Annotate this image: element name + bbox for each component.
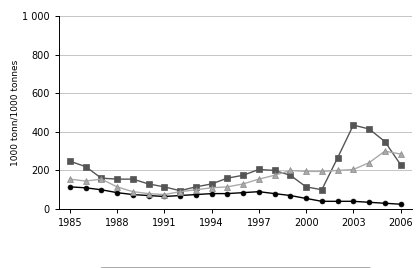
Sei/Saithe [335, 169, 340, 172]
Sei/Saithe [398, 152, 403, 156]
Sei/Saithe [382, 150, 387, 153]
Sei/Saithe [193, 188, 198, 191]
Sei/Saithe [209, 186, 214, 189]
Sei/Saithe [146, 192, 151, 195]
Sei/Saithe [304, 170, 309, 173]
Hyse/Haddock [272, 169, 277, 172]
Sei/Saithe [83, 180, 88, 183]
Torsk/Atlantic cod [83, 186, 88, 189]
Sei/Saithe [115, 185, 120, 188]
Torsk/Atlantic cod [351, 200, 356, 203]
Hyse/Haddock [209, 182, 214, 185]
Sei/Saithe [351, 168, 356, 171]
Hyse/Haddock [130, 177, 135, 181]
Sei/Saithe [367, 161, 372, 164]
Line: Sei/Saithe: Sei/Saithe [67, 148, 403, 197]
Hyse/Haddock [241, 174, 246, 177]
Torsk/Atlantic cod [209, 192, 214, 195]
Sei/Saithe [178, 190, 183, 193]
Line: Torsk/Atlantic cod: Torsk/Atlantic cod [67, 184, 403, 207]
Hyse/Haddock [83, 165, 88, 168]
Torsk/Atlantic cod [99, 188, 104, 191]
Hyse/Haddock [99, 177, 104, 180]
Torsk/Atlantic cod [335, 200, 340, 203]
Sei/Saithe [241, 182, 246, 185]
Hyse/Haddock [319, 188, 324, 191]
Torsk/Atlantic cod [398, 203, 403, 206]
Torsk/Atlantic cod [288, 194, 293, 197]
Hyse/Haddock [304, 185, 309, 188]
Torsk/Atlantic cod [115, 191, 120, 194]
Torsk/Atlantic cod [67, 185, 72, 188]
Torsk/Atlantic cod [178, 194, 183, 197]
Hyse/Haddock [67, 159, 72, 163]
Torsk/Atlantic cod [367, 201, 372, 204]
Hyse/Haddock [162, 185, 167, 188]
Torsk/Atlantic cod [162, 195, 167, 198]
Sei/Saithe [130, 190, 135, 193]
Sei/Saithe [288, 169, 293, 172]
Hyse/Haddock [351, 124, 356, 127]
Sei/Saithe [162, 193, 167, 196]
Torsk/Atlantic cod [241, 191, 246, 194]
Hyse/Haddock [335, 156, 340, 159]
Sei/Saithe [225, 185, 230, 188]
Hyse/Haddock [225, 177, 230, 180]
Hyse/Haddock [178, 189, 183, 192]
Hyse/Haddock [398, 163, 403, 166]
Torsk/Atlantic cod [130, 193, 135, 196]
Sei/Saithe [319, 170, 324, 173]
Sei/Saithe [99, 177, 104, 181]
Torsk/Atlantic cod [319, 200, 324, 203]
Hyse/Haddock [256, 168, 261, 171]
Torsk/Atlantic cod [272, 192, 277, 195]
Torsk/Atlantic cod [382, 202, 387, 205]
Hyse/Haddock [288, 174, 293, 177]
Sei/Saithe [256, 177, 261, 181]
Line: Hyse/Haddock: Hyse/Haddock [67, 122, 403, 193]
Sei/Saithe [272, 174, 277, 177]
Hyse/Haddock [146, 182, 151, 185]
Torsk/Atlantic cod [225, 192, 230, 195]
Torsk/Atlantic cod [146, 194, 151, 197]
Legend: Torsk/Atlantic cod, Hyse/Haddock, Sei/Saithe: Torsk/Atlantic cod, Hyse/Haddock, Sei/Sa… [100, 267, 370, 268]
Hyse/Haddock [367, 127, 372, 131]
Hyse/Haddock [382, 140, 387, 143]
Hyse/Haddock [115, 177, 120, 181]
Torsk/Atlantic cod [256, 190, 261, 193]
Hyse/Haddock [193, 185, 198, 188]
Y-axis label: 1000 tonn/1000 tonnes: 1000 tonn/1000 tonnes [10, 59, 19, 166]
Torsk/Atlantic cod [193, 193, 198, 196]
Torsk/Atlantic cod [304, 197, 309, 200]
Sei/Saithe [67, 177, 72, 181]
